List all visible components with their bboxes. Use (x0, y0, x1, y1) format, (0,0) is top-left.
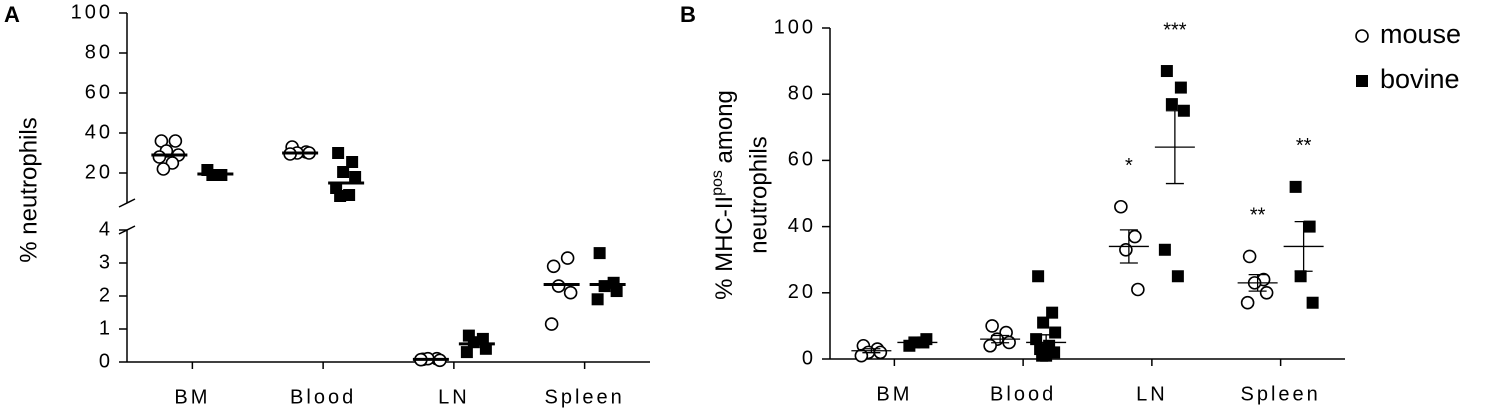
data-point (593, 247, 606, 260)
data-point (334, 190, 347, 202)
data-point (1174, 81, 1187, 94)
data-point (1119, 242, 1133, 257)
data-point (1294, 270, 1307, 283)
x-tick-label: BM (876, 383, 912, 405)
data-point (598, 280, 611, 293)
data-point (1036, 349, 1049, 362)
data-point (1049, 326, 1062, 339)
data-point (920, 333, 933, 346)
data-point (1306, 296, 1319, 309)
y-tick-label: 2 (99, 284, 113, 306)
legend-marker (1356, 75, 1368, 87)
data-point (1114, 199, 1128, 214)
data-point (983, 338, 997, 353)
data-point (1160, 65, 1173, 78)
y-tick-label: 0 (99, 350, 113, 372)
y-tick-label: 40 (85, 121, 113, 143)
data-point (985, 319, 999, 333)
data-point (168, 134, 183, 148)
data-point (156, 162, 171, 176)
panel-label: B (680, 2, 696, 27)
x-tick-label: Spleen (544, 386, 624, 408)
legend-marker (1355, 29, 1369, 43)
data-point (1303, 220, 1316, 233)
data-point (349, 171, 362, 183)
data-point (560, 251, 575, 265)
y-tick-label: 20 (788, 281, 816, 303)
axis-break (118, 225, 136, 235)
y-tick-label: 0 (802, 347, 816, 369)
legend-label: mouse (1380, 19, 1461, 49)
data-point (546, 259, 561, 274)
x-tick-label: Blood (990, 383, 1056, 405)
data-point (610, 285, 623, 298)
panel-label: A (4, 2, 20, 27)
y-tick-label: 40 (788, 215, 816, 237)
x-tick-label: LN (1136, 383, 1168, 405)
data-point (1259, 285, 1274, 300)
x-tick-label: Spleen (1240, 383, 1320, 405)
y-tick-label: 80 (788, 82, 816, 104)
y-tick-label: 60 (788, 149, 816, 171)
y-tick-label: 100 (774, 16, 816, 38)
x-tick-label: BM (174, 386, 210, 408)
data-point (1046, 306, 1059, 319)
data-point (460, 346, 473, 359)
y-tick-label: 1 (99, 317, 113, 339)
data-point (337, 166, 350, 178)
data-point (1131, 282, 1145, 297)
x-tick-label: Blood (290, 386, 356, 408)
data-point (544, 317, 559, 331)
data-point (1128, 229, 1142, 244)
data-point (332, 147, 345, 159)
data-point (346, 156, 359, 168)
significance: ** (1296, 135, 1312, 157)
x-tick-label: LN (438, 386, 470, 408)
data-point (854, 348, 869, 363)
y-label-part: % MHC-II (711, 196, 738, 300)
y-tick-label: 80 (85, 41, 113, 63)
y-label-sup: pos (709, 170, 726, 196)
data-point (1240, 295, 1255, 310)
axis-break (118, 198, 136, 208)
data-point (1289, 180, 1302, 193)
y-tick-label: 4 (99, 218, 113, 240)
y-axis-label: % neutrophils (15, 117, 42, 262)
y-label-part: among (711, 90, 738, 170)
y-axis-label: neutrophils (745, 136, 772, 253)
data-point (1165, 98, 1178, 111)
data-point (1158, 243, 1171, 256)
data-point (1242, 249, 1257, 264)
data-point (152, 150, 167, 164)
legend-label: bovine (1380, 64, 1460, 94)
data-point (479, 342, 492, 355)
data-point (1032, 270, 1045, 283)
data-point (551, 279, 566, 293)
data-point (1171, 270, 1184, 283)
significance: * (1125, 155, 1133, 177)
significance: ** (1250, 205, 1266, 227)
data-point (1037, 316, 1050, 329)
data-point (563, 285, 578, 300)
y-tick-label: 60 (85, 81, 113, 103)
data-point (591, 293, 604, 306)
y-axis-label: % MHC-IIpos among (709, 90, 738, 300)
y-tick-label: 3 (99, 251, 113, 273)
y-tick-label: 100 (71, 1, 113, 23)
y-tick-label: 20 (85, 161, 113, 183)
significance: *** (1163, 19, 1187, 41)
